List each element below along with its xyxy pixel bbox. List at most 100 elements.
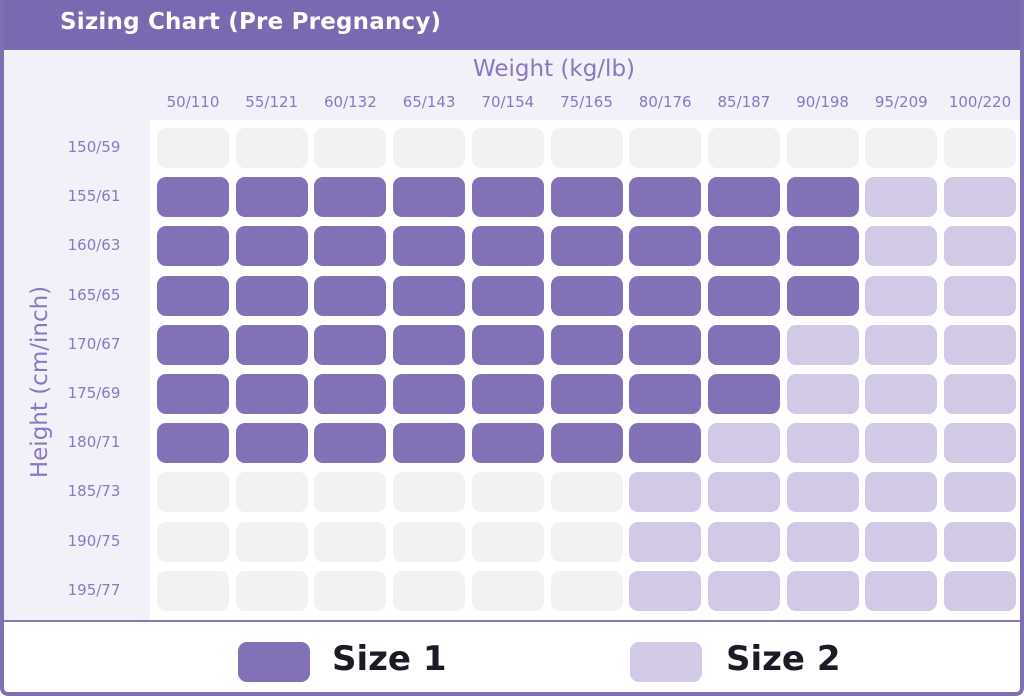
cell-size-1 xyxy=(471,177,544,218)
cell-size-2 xyxy=(786,374,859,414)
cell-empty xyxy=(944,128,1016,168)
cell-size-1 xyxy=(550,324,623,365)
x-tick-label: 90/198 xyxy=(796,93,849,111)
cell-empty xyxy=(550,472,623,513)
x-tick-label: 60/132 xyxy=(324,93,377,111)
cell-empty xyxy=(393,570,466,611)
cell-size-2 xyxy=(707,521,780,562)
cell-empty xyxy=(550,570,623,611)
x-tick-label: 50/110 xyxy=(166,93,220,111)
cell-size-1 xyxy=(471,324,544,365)
cell-empty xyxy=(471,521,544,562)
cell-size-1 xyxy=(707,275,780,316)
cell-size-1 xyxy=(314,324,387,365)
cell-size-2 xyxy=(865,423,938,464)
cell-size-1 xyxy=(393,423,466,464)
x-tick-label: 55/121 xyxy=(245,93,299,111)
cell-size-1 xyxy=(786,226,859,267)
cell-size-1 xyxy=(471,226,544,267)
cell-size-1 xyxy=(707,374,780,414)
cell-empty xyxy=(235,521,308,562)
cell-size-1 xyxy=(314,177,387,218)
cell-size-1 xyxy=(471,374,544,414)
cell-size-2 xyxy=(944,324,1016,365)
cell-size-1 xyxy=(157,324,229,365)
cell-size-1 xyxy=(235,374,308,414)
x-tick-label: 75/165 xyxy=(560,93,613,111)
cell-empty xyxy=(314,521,387,562)
cell-size-2 xyxy=(944,374,1016,414)
x-axis-title: Weight (kg/lb) xyxy=(472,56,636,82)
cell-size-2 xyxy=(944,423,1016,464)
x-tick-label: 100/220 xyxy=(948,93,1012,111)
legend-label-size-1: Size 1 xyxy=(332,639,447,679)
cell-size-1 xyxy=(629,226,702,267)
cell-size-1 xyxy=(393,177,466,218)
x-tick-label: 95/209 xyxy=(874,93,928,111)
cell-size-2 xyxy=(865,177,938,218)
cell-size-1 xyxy=(471,275,544,316)
cell-size-1 xyxy=(471,423,544,464)
cell-empty xyxy=(157,570,229,611)
cell-size-2 xyxy=(944,275,1016,316)
cell-size-2 xyxy=(707,423,780,464)
cell-size-1 xyxy=(157,423,229,464)
cell-empty xyxy=(393,521,466,562)
cell-empty xyxy=(393,472,466,513)
cell-size-1 xyxy=(550,226,623,267)
cell-size-2 xyxy=(865,275,938,316)
legend-label-size-2: Size 2 xyxy=(726,639,841,679)
cell-empty xyxy=(157,521,229,562)
chart-header: Sizing Chart (Pre Pregnancy) xyxy=(4,0,1020,50)
cell-size-1 xyxy=(550,374,623,414)
cell-empty xyxy=(471,128,544,168)
cell-size-1 xyxy=(235,226,308,267)
cell-size-2 xyxy=(629,472,702,513)
cell-size-2 xyxy=(865,472,938,513)
cell-size-2 xyxy=(786,324,859,365)
cell-size-1 xyxy=(314,423,387,464)
cell-size-2 xyxy=(629,521,702,562)
y-axis-title: Height (cm/inch) xyxy=(27,285,53,479)
cell-size-1 xyxy=(314,374,387,414)
cell-empty xyxy=(393,128,466,168)
y-tick-label: 180/71 xyxy=(67,433,121,452)
cell-empty xyxy=(786,128,859,168)
cell-size-1 xyxy=(393,226,466,267)
cell-empty xyxy=(550,521,623,562)
cell-size-2 xyxy=(786,570,859,611)
cell-size-2 xyxy=(865,324,938,365)
cell-size-2 xyxy=(944,226,1016,267)
legend-swatch-size-1 xyxy=(238,642,310,682)
cell-empty xyxy=(157,128,229,168)
cell-size-1 xyxy=(629,324,702,365)
cell-empty xyxy=(471,472,544,513)
y-tick-label: 170/67 xyxy=(67,334,121,353)
cell-empty xyxy=(235,472,308,513)
cell-size-1 xyxy=(235,423,308,464)
cell-size-1 xyxy=(314,226,387,267)
y-tick-label: 190/75 xyxy=(67,531,121,550)
cell-size-1 xyxy=(157,275,229,316)
x-tick-label: 85/187 xyxy=(717,93,771,111)
cell-empty xyxy=(235,570,308,611)
cell-size-1 xyxy=(629,374,702,414)
cell-size-1 xyxy=(393,275,466,316)
chart-title: Sizing Chart (Pre Pregnancy) xyxy=(60,9,442,35)
cell-size-1 xyxy=(157,226,229,267)
cell-size-1 xyxy=(393,374,466,414)
x-tick-label: 80/176 xyxy=(638,93,692,111)
cell-size-2 xyxy=(865,570,938,611)
cell-empty xyxy=(314,570,387,611)
cell-size-1 xyxy=(707,226,780,267)
cell-empty xyxy=(629,128,702,168)
cell-size-1 xyxy=(707,177,780,218)
cell-empty xyxy=(314,472,387,513)
cell-empty xyxy=(707,128,780,168)
cell-size-1 xyxy=(550,177,623,218)
y-tick-label: 160/63 xyxy=(67,236,121,255)
cell-size-1 xyxy=(629,177,702,218)
cell-size-2 xyxy=(865,521,938,562)
cell-empty xyxy=(314,128,387,168)
